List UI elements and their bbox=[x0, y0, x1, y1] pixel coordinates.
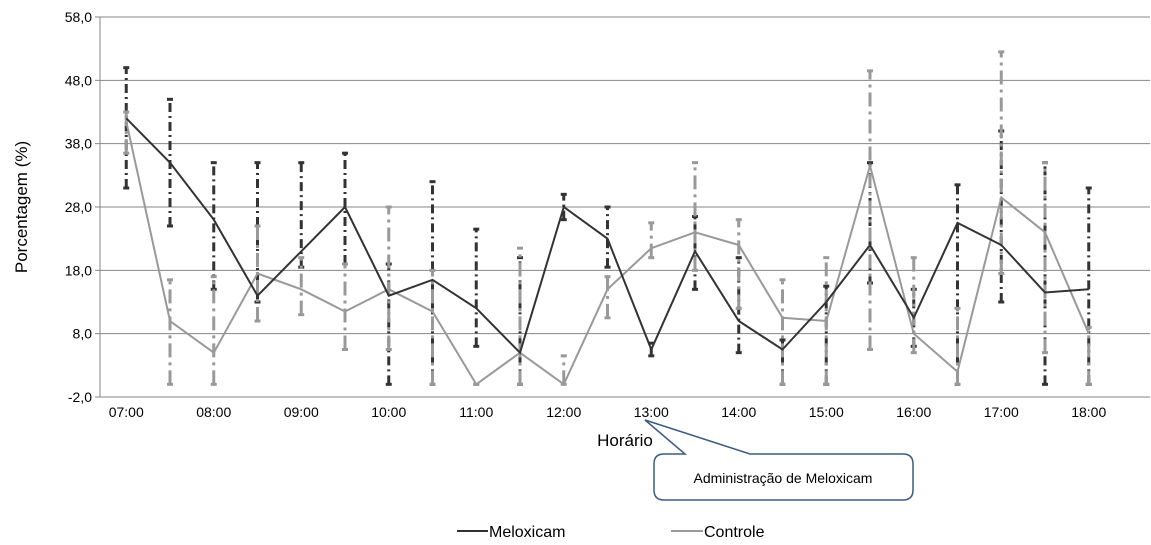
y-axis-title: Porcentagem (%) bbox=[12, 141, 31, 273]
series-lines bbox=[125, 117, 1090, 386]
x-tick-label: 09:00 bbox=[284, 404, 319, 420]
y-tick-label: 58,0 bbox=[65, 9, 92, 25]
x-axis-tick-labels: 07:00 08:00 09:00 10:00 11:00 12:00 13:00 14:00… bbox=[109, 404, 1107, 420]
y-tick-label: 48,0 bbox=[65, 72, 92, 88]
annotation-callout: Administração de Meloxicam bbox=[644, 419, 914, 501]
legend: Meloxicam Controle bbox=[457, 524, 765, 541]
x-tick-label: 13:00 bbox=[634, 404, 669, 420]
callout-shape bbox=[644, 419, 914, 501]
x-axis-title: Horário bbox=[597, 431, 653, 450]
y-tick-label: 18,0 bbox=[65, 262, 92, 278]
x-tick-label: 11:00 bbox=[459, 404, 493, 420]
grid-lines bbox=[95, 16, 1150, 398]
series-line-meloxicam bbox=[125, 117, 1089, 355]
axes bbox=[99, 17, 1150, 398]
y-axis-tick-labels: -2,0 8,0 18,0 28,0 38,0 48,0 58,0 bbox=[65, 9, 92, 405]
x-tick-label: 18:00 bbox=[1071, 404, 1106, 420]
legend-label-meloxicam: Meloxicam bbox=[489, 524, 565, 541]
y-tick-label: -2,0 bbox=[68, 389, 92, 405]
x-tick-label: 14:00 bbox=[721, 404, 756, 420]
x-tick-label: 08:00 bbox=[196, 404, 231, 420]
y-tick-label: 8,0 bbox=[73, 326, 93, 342]
series-line-controle bbox=[125, 121, 1090, 386]
error-bars bbox=[123, 50, 1092, 386]
callout-text: Administração de Meloxicam bbox=[694, 470, 873, 486]
x-tick-label: 17:00 bbox=[984, 404, 1019, 420]
x-tick-label: 15:00 bbox=[809, 404, 844, 420]
x-tick-label: 10:00 bbox=[371, 404, 406, 420]
y-tick-label: 28,0 bbox=[65, 199, 92, 215]
x-tick-label: 12:00 bbox=[546, 404, 581, 420]
legend-label-controle: Controle bbox=[704, 524, 765, 541]
x-tick-label: 16:00 bbox=[896, 404, 931, 420]
x-tick-label: 07:00 bbox=[109, 404, 144, 420]
y-tick-label: 38,0 bbox=[65, 136, 92, 152]
